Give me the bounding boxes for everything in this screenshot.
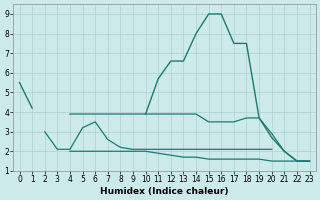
X-axis label: Humidex (Indice chaleur): Humidex (Indice chaleur) — [100, 187, 229, 196]
